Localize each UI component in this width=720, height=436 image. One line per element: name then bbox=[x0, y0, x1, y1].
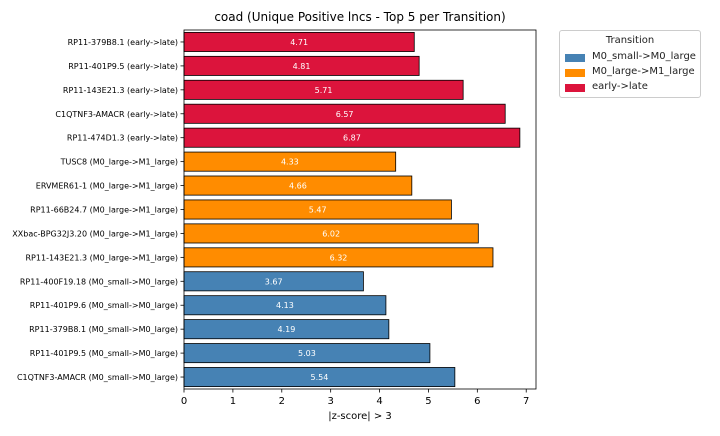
y-tick-label: ERVMER61-1 (M0_large->M1_large) bbox=[36, 182, 178, 191]
bar-value-label: 6.32 bbox=[330, 253, 348, 262]
y-tick-label: RP11-379B8.1 (early->late) bbox=[68, 38, 178, 47]
y-tick-label: TUSC8 (M0_large->M1_large) bbox=[60, 158, 178, 167]
legend-label: M0_large->M1_large bbox=[592, 66, 695, 77]
bar-value-label: 5.47 bbox=[309, 206, 327, 215]
bar-value-label: 4.13 bbox=[276, 301, 294, 310]
y-tick-label: RP11-401P9.5 (early->late) bbox=[68, 62, 178, 71]
y-tick-label: XXbac-BPG32J3.20 (M0_large->M1_large) bbox=[12, 229, 178, 238]
bars-layer: 4.71 4.81 5.71 6.57 6.87 4.33 4.66 5.47 6.02 6.32… bbox=[183, 31, 521, 388]
bar-value-label: 4.81 bbox=[293, 62, 311, 71]
legend-title: Transition bbox=[605, 35, 655, 46]
bar-value-label: 6.87 bbox=[343, 134, 361, 143]
legend-swatch bbox=[565, 84, 585, 92]
x-tick-label: 2 bbox=[279, 396, 285, 407]
y-tick-label: C1QTNF3-AMACR (early->late) bbox=[55, 110, 178, 119]
x-axis-label: |z-score| > 3 bbox=[328, 411, 392, 422]
x-tick-label: 0 bbox=[181, 396, 187, 407]
y-tick-label: RP11-143E21.3 (early->late) bbox=[63, 86, 178, 95]
bar-value-label: 6.57 bbox=[336, 110, 354, 119]
bar-value-label: 5.71 bbox=[315, 86, 333, 95]
chart-title: coad (Unique Positive lncs - Top 5 per T… bbox=[214, 10, 505, 24]
y-tick-label: C1QTNF3-AMACR (M0_small->M0_large) bbox=[17, 373, 178, 382]
y-tick-label: RP11-379B8.1 (M0_small->M0_large) bbox=[29, 325, 178, 334]
legend-label: M0_small->M0_large bbox=[592, 51, 696, 62]
axes: RP11-379B8.1 (early->late) RP11-401P9.5 (… bbox=[12, 29, 537, 407]
bar-value-label: 3.67 bbox=[265, 277, 283, 286]
x-tick-label: 6 bbox=[474, 396, 480, 407]
x-tick-label: 1 bbox=[230, 396, 236, 407]
bar-value-label: 4.19 bbox=[278, 325, 296, 334]
bar-value-label: 4.33 bbox=[281, 158, 299, 167]
y-tick-label: RP11-66B24.7 (M0_large->M1_large) bbox=[30, 206, 178, 215]
legend: Transition M0_small->M0_large M0_large->M… bbox=[559, 30, 701, 98]
bar-value-label: 4.71 bbox=[290, 38, 308, 47]
bar-value-label: 4.66 bbox=[289, 182, 307, 191]
legend-label: early->late bbox=[592, 81, 648, 92]
x-tick-label: 7 bbox=[523, 396, 529, 407]
plot-frame bbox=[183, 29, 537, 390]
legend-swatch bbox=[565, 54, 585, 62]
y-tick-label: RP11-474D1.3 (early->late) bbox=[67, 134, 178, 143]
y-tick-label: RP11-401P9.5 (M0_small->M0_large) bbox=[30, 349, 178, 358]
legend-swatch bbox=[565, 69, 585, 77]
x-tick-label: 3 bbox=[327, 396, 333, 407]
x-tick-label: 4 bbox=[376, 396, 382, 407]
x-tick-label: 5 bbox=[425, 396, 431, 407]
bar-value-label: 6.02 bbox=[322, 229, 340, 238]
y-tick-label: RP11-401P9.6 (M0_small->M0_large) bbox=[30, 301, 178, 310]
y-tick-label: RP11-400F19.18 (M0_small->M0_large) bbox=[20, 277, 178, 286]
y-tick-label: RP11-143E21.3 (M0_large->M1_large) bbox=[26, 253, 179, 262]
bar-value-label: 5.54 bbox=[311, 373, 329, 382]
bar-value-label: 5.03 bbox=[298, 349, 316, 358]
